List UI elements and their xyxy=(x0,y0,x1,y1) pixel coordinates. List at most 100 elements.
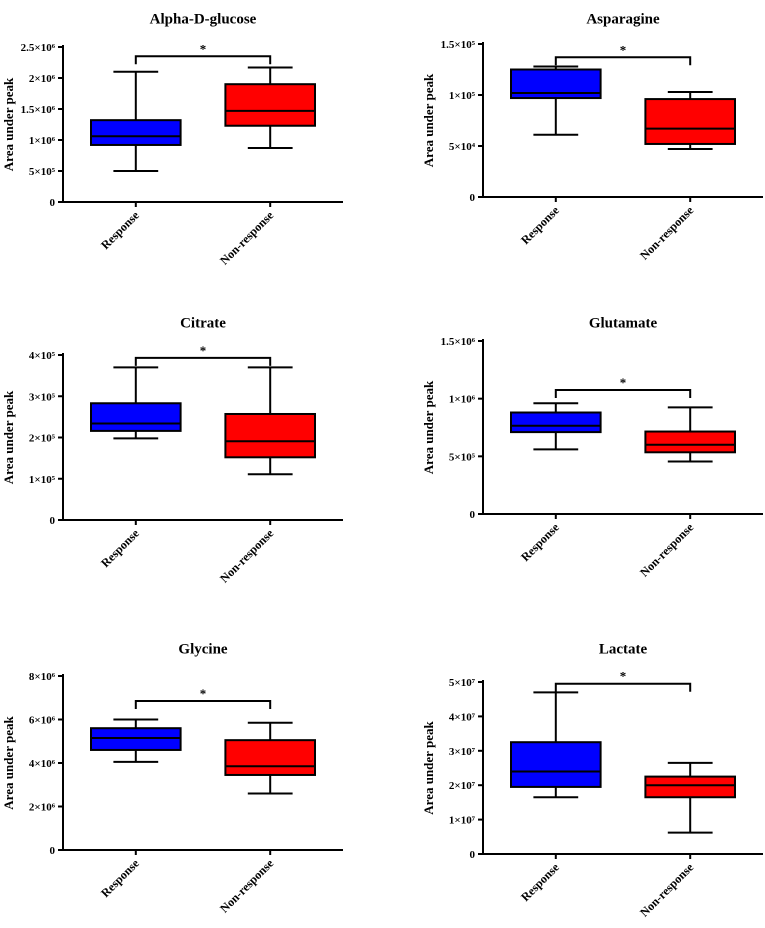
y-tick-label: 1×10⁵ xyxy=(449,90,476,102)
significance-bracket: * xyxy=(554,375,692,399)
significance-marker: * xyxy=(620,42,627,57)
x-tick-label: Response xyxy=(518,860,562,904)
significance-bracket: * xyxy=(554,669,692,692)
box-iqr xyxy=(90,402,182,432)
significance-line xyxy=(554,682,692,692)
y-tick-label: 0 xyxy=(470,192,476,204)
box-iqr xyxy=(224,412,316,459)
y-axis-label: Area under peak xyxy=(1,716,16,810)
y-tick-label: 5×10⁵ xyxy=(29,166,56,178)
y-tick-label: 0 xyxy=(470,509,476,521)
y-tick-label: 2×10⁷ xyxy=(449,780,476,792)
significance-marker: * xyxy=(620,375,627,390)
chart-title: Glutamate xyxy=(589,316,658,332)
box-non-response: Non-response xyxy=(637,761,737,920)
y-axis-label: Area under peak xyxy=(421,73,436,167)
x-tick-label: Response xyxy=(98,856,142,900)
y-tick-label: 3×10⁷ xyxy=(449,746,476,758)
y-tick-label: 3×10⁵ xyxy=(29,391,56,403)
y-axis-label: Area under peak xyxy=(421,380,436,474)
panel-2: Citrate Area under peak 0 1×10⁵ 2×10⁵ 3×10⁵ 4×… xyxy=(1,316,343,586)
y-tick-label: 2×10⁶ xyxy=(29,802,56,814)
box-iqr xyxy=(510,411,602,434)
y-tick-label: 4×10⁶ xyxy=(29,758,56,770)
x-tick-label: Non-response xyxy=(637,860,697,920)
x-tick-label: Non-response xyxy=(637,520,697,580)
box-non-response: Non-response xyxy=(637,90,737,263)
y-tick-label: 2.5×10⁶ xyxy=(21,42,56,54)
significance-line xyxy=(134,356,272,366)
y-tick-label: 0 xyxy=(50,845,56,857)
y-tick-label: 4×10⁷ xyxy=(449,711,476,723)
y-tick-label: 0 xyxy=(50,197,56,209)
significance-marker: * xyxy=(200,41,207,56)
y-axis-label: Area under peak xyxy=(1,77,16,171)
y-tick-label: 1×10⁵ xyxy=(29,474,56,486)
panel-3: Glutamate Area under peak 0 5×10⁵ 1×10⁶ 1.5×1… xyxy=(421,316,763,580)
chart-title: Lactate xyxy=(599,642,648,658)
y-tick-label: 1.5×10⁶ xyxy=(21,104,56,116)
box-iqr xyxy=(510,741,602,788)
significance-bracket: * xyxy=(134,343,272,366)
chart-title: Asparagine xyxy=(586,12,660,28)
x-tick-label: Response xyxy=(518,520,562,564)
box-iqr xyxy=(90,727,182,751)
panel-1: Asparagine Area under peak 0 5×10⁴ 1×10⁵ 1.5×… xyxy=(421,12,763,263)
y-tick-label: 1×10⁶ xyxy=(29,135,56,147)
significance-line xyxy=(134,55,272,65)
significance-bracket: * xyxy=(554,42,692,66)
x-tick-label: Non-response xyxy=(637,203,697,263)
y-tick-label: 4×10⁵ xyxy=(29,350,56,362)
box-iqr xyxy=(644,775,737,799)
chart-title: Glycine xyxy=(178,642,228,658)
box-response: Response xyxy=(90,70,182,252)
panel-0: Alpha-D-glucose Area under peak 0 5×10⁵ 1×10… xyxy=(1,12,343,268)
y-axis-label: Area under peak xyxy=(421,721,436,815)
x-tick-label: Non-response xyxy=(217,208,277,268)
significance-marker: * xyxy=(200,343,207,358)
y-tick-label: 5×10⁴ xyxy=(449,141,476,153)
box-iqr xyxy=(644,98,737,145)
box-non-response: Non-response xyxy=(217,66,316,268)
x-tick-label: Non-response xyxy=(217,856,277,916)
chart-title: Citrate xyxy=(180,316,226,332)
x-tick-label: Non-response xyxy=(217,526,277,586)
y-tick-label: 2×10⁶ xyxy=(29,73,56,85)
significance-marker: * xyxy=(200,686,207,701)
y-tick-label: 5×10⁷ xyxy=(449,677,476,689)
box-response: Response xyxy=(510,65,602,247)
panel-4: Glycine Area under peak 0 2×10⁶ 4×10⁶ 6×10⁶ 8×… xyxy=(1,642,343,916)
y-tick-label: 6×10⁶ xyxy=(29,715,56,727)
y-tick-label: 8×10⁶ xyxy=(29,671,56,683)
box-non-response: Non-response xyxy=(217,366,316,586)
y-tick-label: 2×10⁵ xyxy=(29,433,56,445)
significance-bracket: * xyxy=(134,686,272,710)
box-non-response: Non-response xyxy=(217,721,316,916)
box-response: Response xyxy=(90,366,182,570)
y-tick-label: 1.5×10⁶ xyxy=(441,336,476,348)
significance-line xyxy=(554,56,692,66)
y-axis-label: Area under peak xyxy=(1,390,16,484)
x-tick-label: Response xyxy=(98,208,142,252)
significance-marker: * xyxy=(620,669,627,684)
x-tick-label: Response xyxy=(98,526,142,570)
box-non-response: Non-response xyxy=(637,406,737,580)
significance-bracket: * xyxy=(134,41,272,65)
box-iqr xyxy=(644,430,737,454)
y-tick-label: 0 xyxy=(470,849,476,861)
y-tick-label: 1×10⁶ xyxy=(449,394,476,406)
box-response: Response xyxy=(90,718,182,900)
box-response: Response xyxy=(510,691,602,904)
chart-title: Alpha-D-glucose xyxy=(150,12,257,28)
significance-line xyxy=(554,389,692,399)
box-response: Response xyxy=(510,402,602,564)
box-iqr xyxy=(90,119,182,146)
y-tick-label: 5×10⁵ xyxy=(449,451,476,463)
x-tick-label: Response xyxy=(518,203,562,247)
box-iqr xyxy=(224,739,316,776)
y-tick-label: 1.5×10⁵ xyxy=(441,39,476,51)
box-iqr xyxy=(224,83,316,127)
panel-5: Lactate Area under peak 0 1×10⁷ 2×10⁷ 3×10⁷ 4×… xyxy=(421,642,763,920)
y-tick-label: 1×10⁷ xyxy=(449,815,476,827)
